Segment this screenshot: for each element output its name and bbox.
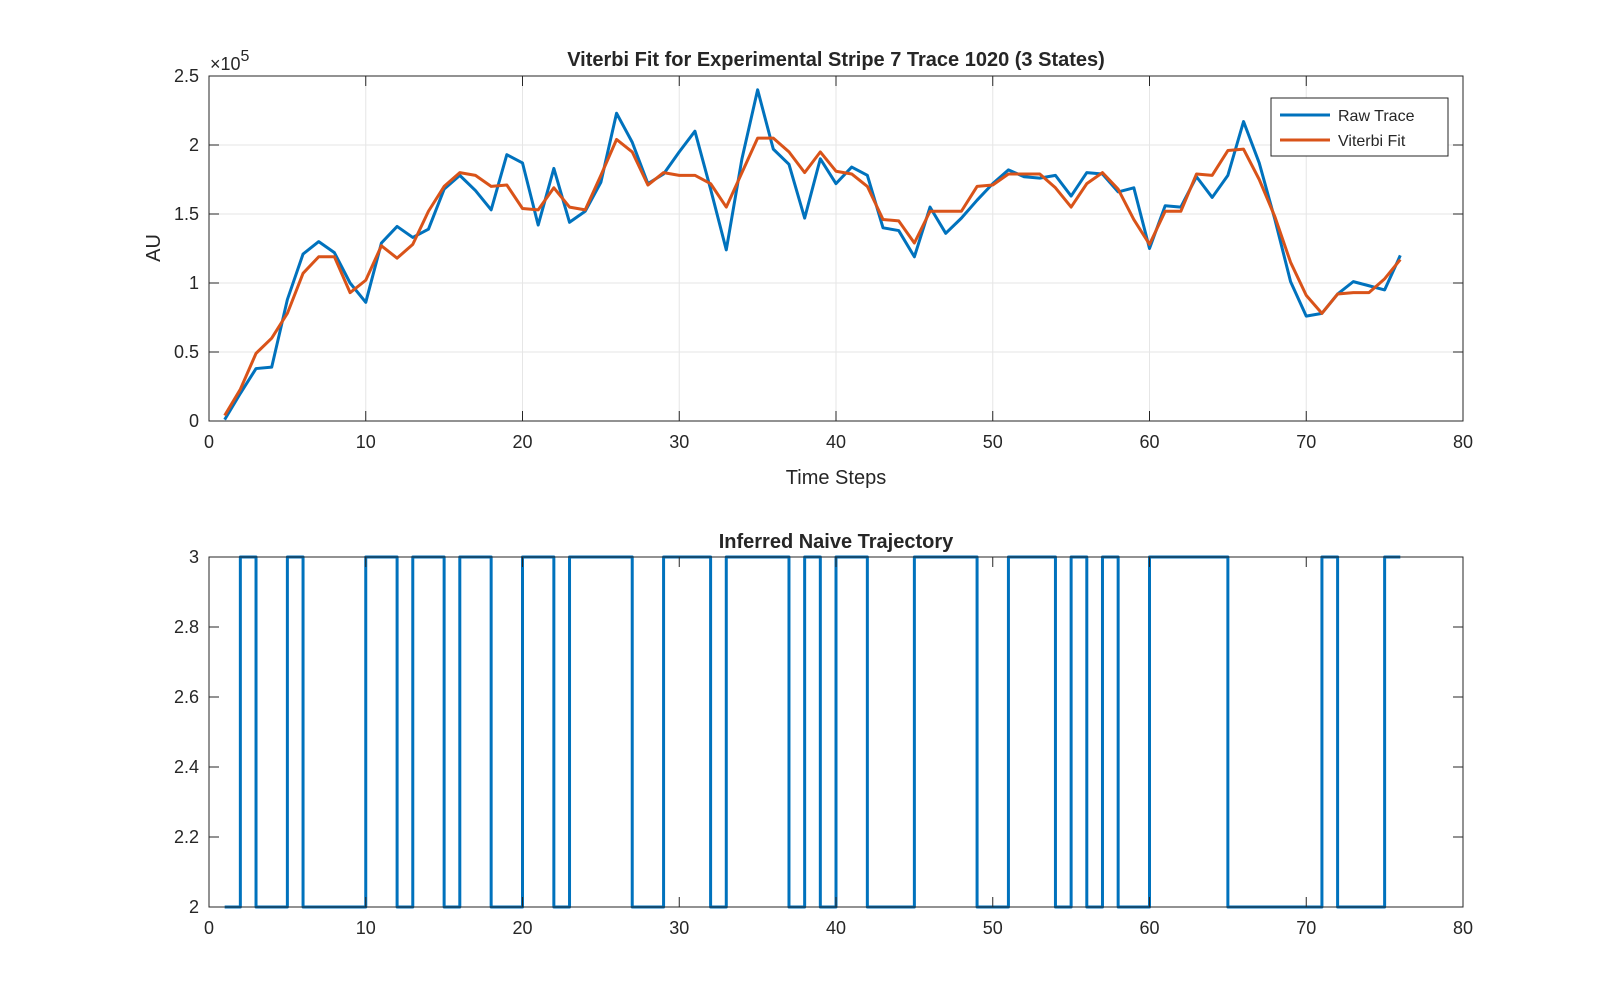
- bottom-y-tick-label: 2.2: [174, 827, 199, 847]
- bottom-x-tick-label: 50: [983, 918, 1003, 938]
- top-x-tick-label: 70: [1296, 432, 1316, 452]
- bottom-y-tick-label: 2.6: [174, 687, 199, 707]
- top-y-tick-label: 1.5: [174, 204, 199, 224]
- top-x-tick-label: 0: [204, 432, 214, 452]
- bottom-axes: 0 10 20 30 40 50 60 70 80 2 2.2 2.4 2.6 2.8 3 Inferred…: [174, 531, 1473, 938]
- legend-label-raw-trace: Raw Trace: [1338, 108, 1415, 125]
- bottom-x-tick-label: 30: [669, 918, 689, 938]
- bottom-x-tick-label: 0: [204, 918, 214, 938]
- top-x-tick-label: 50: [983, 432, 1003, 452]
- y-exponent-label: ×105: [210, 48, 250, 74]
- top-y-tick-label: 2.5: [174, 66, 199, 86]
- y-exponent-power: 5: [241, 48, 250, 65]
- legend-label-viterbi-fit: Viterbi Fit: [1338, 133, 1406, 150]
- top-y-tick-label: 1: [189, 273, 199, 293]
- bottom-y-tick-label: 2.8: [174, 617, 199, 637]
- top-series: [223, 88, 1402, 421]
- top-series-line-viterbi-fit: [223, 136, 1402, 417]
- top-x-tick-label: 30: [669, 432, 689, 452]
- bottom-x-tick-label: 40: [826, 918, 846, 938]
- top-x-axis-label: Time Steps: [786, 467, 886, 489]
- top-y-axis-label: AU: [143, 234, 165, 262]
- bottom-y-tick-label: 2.4: [174, 757, 199, 777]
- top-y-tick-label: 0.5: [174, 342, 199, 362]
- top-ticks: 0 10 20 30 40 50 60 70 80 0 0.5 1 1.5 2 2.5: [174, 66, 1473, 452]
- top-y-tick-label: 2: [189, 135, 199, 155]
- legend: Raw Trace Viterbi Fit: [1270, 97, 1449, 157]
- y-exponent-base: ×10: [210, 54, 241, 74]
- top-axes: 0 10 20 30 40 50 60 70 80 0 0.5 1 1.5 2 2.5 Viterbi Fi…: [143, 48, 1473, 489]
- top-x-tick-label: 60: [1139, 432, 1159, 452]
- bottom-x-tick-label: 60: [1139, 918, 1159, 938]
- bottom-x-tick-label: 70: [1296, 918, 1316, 938]
- top-x-tick-label: 40: [826, 432, 846, 452]
- bottom-y-tick-label: 2: [189, 897, 199, 917]
- bottom-y-tick-label: 3: [189, 547, 199, 567]
- top-y-tick-label: 0: [189, 411, 199, 431]
- bottom-ticks: 0 10 20 30 40 50 60 70 80 2 2.2 2.4 2.6 2.8 3: [174, 547, 1473, 938]
- top-x-tick-label: 20: [512, 432, 532, 452]
- top-x-tick-label: 80: [1453, 432, 1473, 452]
- top-chart-title: Viterbi Fit for Experimental Stripe 7 Tr…: [567, 49, 1105, 71]
- top-series-line-raw-trace: [223, 88, 1402, 421]
- legend-box: [1270, 97, 1449, 157]
- top-x-tick-label: 10: [356, 432, 376, 452]
- bottom-x-tick-label: 20: [512, 918, 532, 938]
- bottom-x-tick-label: 10: [356, 918, 376, 938]
- bottom-chart-title: Inferred Naive Trajectory: [719, 531, 954, 553]
- bottom-x-tick-label: 80: [1453, 918, 1473, 938]
